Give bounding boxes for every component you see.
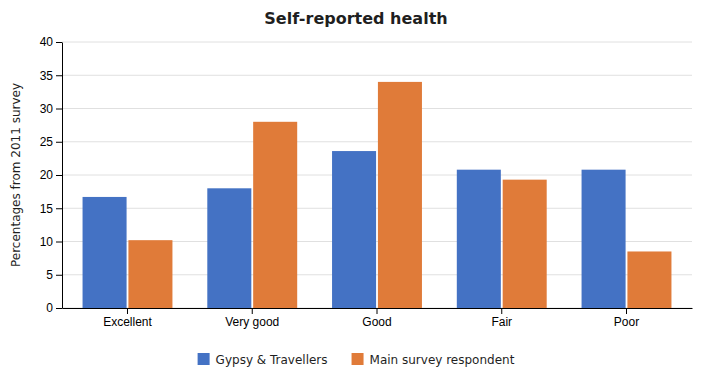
y-tick-mark <box>56 175 62 176</box>
chart-svg: Excellent Very good Good Fair Poor 0 5 10 15 20 25… <box>0 0 712 380</box>
grid-line <box>62 141 692 142</box>
bar <box>83 197 127 308</box>
bars <box>83 82 672 308</box>
grid <box>62 42 692 308</box>
y-tick-label: 10 <box>40 235 54 249</box>
bar <box>457 170 501 308</box>
bar <box>253 122 297 308</box>
legend-swatch <box>352 353 364 365</box>
x-tick-label: Excellent <box>103 315 152 329</box>
y-tick-mark <box>56 275 62 276</box>
y-tick-label: 0 <box>46 301 53 315</box>
x-tick: Good <box>362 308 391 329</box>
legend: Gypsy & Travellers Main survey respondent <box>198 353 515 367</box>
bar <box>503 180 547 308</box>
bar <box>582 170 626 308</box>
legend-label: Main survey respondent <box>370 353 515 367</box>
y-tick: 15 <box>40 202 62 216</box>
y-tick: 10 <box>40 235 62 249</box>
x-tick-label: Poor <box>614 315 639 329</box>
bar <box>378 82 422 308</box>
y-axis-line <box>62 43 63 309</box>
x-tick-mark <box>127 308 128 314</box>
x-tick-label: Fair <box>491 315 512 329</box>
y-tick: 40 <box>40 35 62 49</box>
y-tick-mark <box>56 142 62 143</box>
x-tick: Very good <box>225 308 279 329</box>
y-tick: 5 <box>46 268 62 282</box>
legend-item: Gypsy & Travellers <box>198 353 328 367</box>
y-tick-label: 35 <box>40 69 54 83</box>
y-tick-mark <box>56 42 62 43</box>
y-tick-label: 15 <box>40 202 54 216</box>
y-axis: 0 5 10 15 20 25 30 35 40 <box>40 35 63 315</box>
y-tick-mark <box>56 75 62 76</box>
y-tick-label: 25 <box>40 135 54 149</box>
bar <box>332 151 376 308</box>
y-tick: 25 <box>40 135 62 149</box>
plot-area: Excellent Very good Good Fair Poor 0 5 10 15 20 25… <box>40 35 693 328</box>
y-tick-label: 40 <box>40 35 54 49</box>
y-tick-mark <box>56 308 62 309</box>
x-tick-label: Very good <box>225 315 279 329</box>
x-tick: Excellent <box>103 308 152 329</box>
legend-item: Main survey respondent <box>352 353 515 367</box>
x-tick-mark <box>377 308 378 314</box>
y-tick-label: 30 <box>40 102 54 116</box>
legend-label: Gypsy & Travellers <box>216 353 328 367</box>
x-tick: Fair <box>491 308 512 329</box>
bar <box>128 240 172 308</box>
chart-title: Self-reported health <box>264 9 447 28</box>
grid-line <box>62 42 692 43</box>
y-tick: 35 <box>40 69 62 83</box>
y-tick-mark <box>56 109 62 110</box>
y-tick-label: 5 <box>46 268 53 282</box>
x-tick: Poor <box>614 308 639 329</box>
x-tick-label: Good <box>362 315 391 329</box>
bar-series <box>128 82 671 308</box>
x-tick-mark <box>501 308 502 314</box>
y-tick: 20 <box>40 168 62 182</box>
y-tick-mark <box>56 242 62 243</box>
y-tick: 30 <box>40 102 62 116</box>
y-tick-mark <box>56 208 62 209</box>
y-tick-label: 20 <box>40 168 54 182</box>
y-axis-title: Percentages from 2011 survey <box>9 83 23 267</box>
y-tick: 0 <box>46 301 62 315</box>
bar <box>207 188 251 308</box>
x-tick-mark <box>626 308 627 314</box>
bar <box>627 251 671 308</box>
grid-line <box>62 108 692 109</box>
chart-container: Excellent Very good Good Fair Poor 0 5 10 15 20 25… <box>0 0 712 380</box>
grid-line <box>62 75 692 76</box>
x-axis: Excellent Very good Good Fair Poor <box>63 308 693 329</box>
bar-series <box>83 151 626 308</box>
x-tick-mark <box>252 308 253 314</box>
legend-swatch <box>198 353 210 365</box>
